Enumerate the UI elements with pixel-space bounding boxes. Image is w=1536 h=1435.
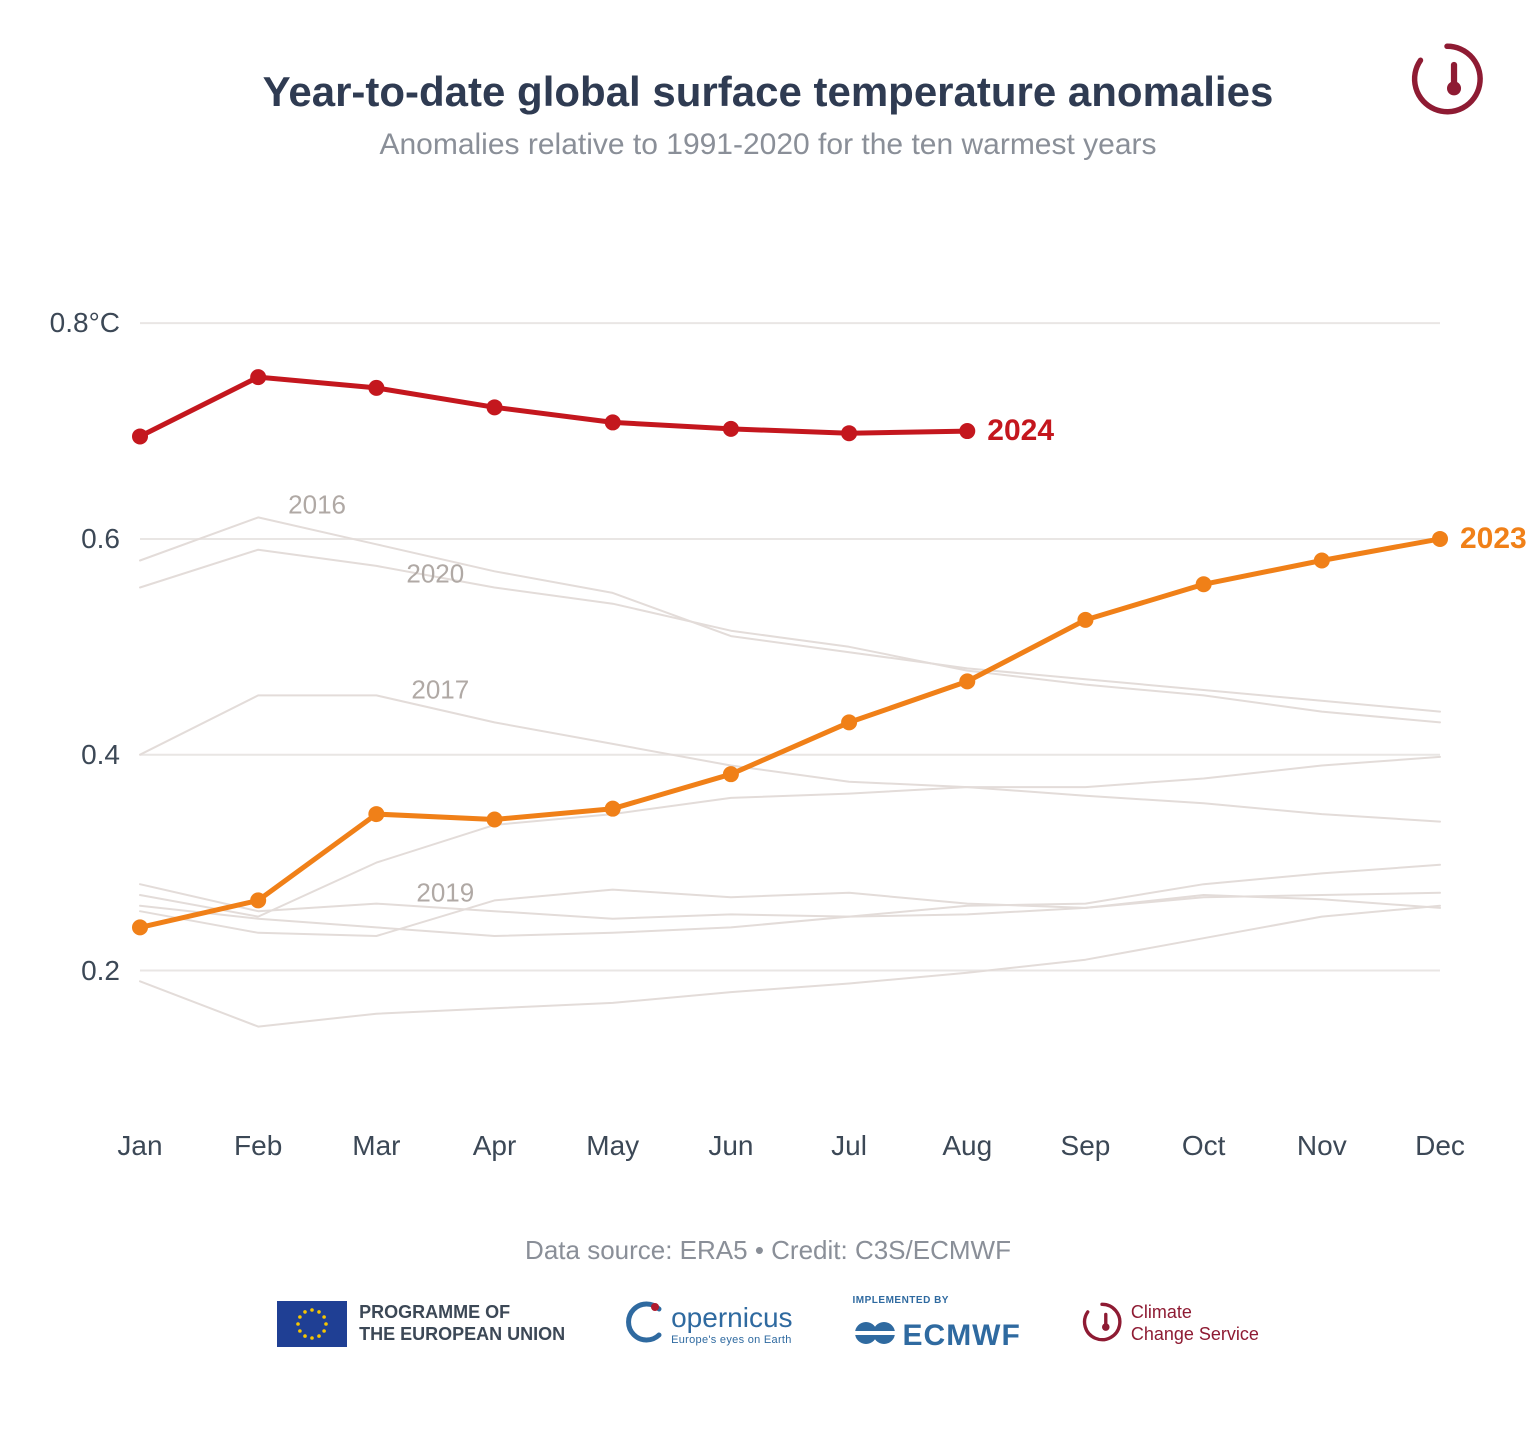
series-label-2024: 2024 (987, 414, 1054, 448)
eu-line1: PROGRAMME OF (359, 1302, 565, 1324)
c3s-footer-logo: Climate Change Service (1081, 1301, 1259, 1348)
x-tick-label: Jun (708, 1130, 753, 1162)
y-tick-label: 0.6 (81, 523, 120, 555)
y-tick-label: 0.2 (81, 955, 120, 987)
ecmwf-logo: IMPLEMENTED BY ECMWF (853, 1295, 1021, 1353)
plot-svg (140, 280, 1440, 1100)
bg-series-label-2020: 2020 (406, 558, 464, 589)
x-tick-label: Jul (831, 1130, 867, 1162)
copernicus-c-icon (625, 1299, 665, 1350)
eu-programme-block: PROGRAMME OF THE EUROPEAN UNION (277, 1301, 565, 1347)
x-tick-label: Aug (942, 1130, 992, 1162)
bg-series-label-2019: 2019 (416, 877, 474, 908)
bg-series-label-2017: 2017 (411, 675, 469, 706)
c3s-thermometer-icon (1081, 1301, 1123, 1348)
eu-programme-text: PROGRAMME OF THE EUROPEAN UNION (359, 1302, 565, 1345)
c3s-line2: Change Service (1131, 1324, 1259, 1346)
ecmwf-brand: ECMWF (903, 1319, 1021, 1353)
x-tick-label: Feb (234, 1130, 282, 1162)
c3s-line1: Climate (1131, 1302, 1259, 1324)
eu-line2: THE EUROPEAN UNION (359, 1324, 565, 1346)
x-tick-label: Apr (473, 1130, 517, 1162)
ecmwf-globe-icon (853, 1318, 897, 1353)
x-tick-label: Dec (1415, 1130, 1465, 1162)
data-credit: Data source: ERA5 • Credit: C3S/ECMWF (0, 1235, 1536, 1266)
y-tick-label: 0.8°C (50, 307, 120, 339)
x-tick-label: Oct (1182, 1130, 1226, 1162)
chart-subtitle: Anomalies relative to 1991-2020 for the … (0, 128, 1536, 162)
chart-canvas: Year-to-date global surface temperature … (0, 0, 1536, 1435)
x-tick-label: Mar (352, 1130, 400, 1162)
x-tick-label: Nov (1297, 1130, 1347, 1162)
chart-title: Year-to-date global surface temperature … (0, 68, 1536, 116)
y-tick-label: 0.4 (81, 739, 120, 771)
x-tick-label: May (586, 1130, 639, 1162)
bg-series-label-2016: 2016 (288, 490, 346, 521)
copernicus-logo: opernicus Europe's eyes on Earth (625, 1299, 792, 1350)
copernicus-tagline: Europe's eyes on Earth (671, 1334, 792, 1346)
ecmwf-implemented-by: IMPLEMENTED BY (853, 1295, 949, 1306)
footer-logos: PROGRAMME OF THE EUROPEAN UNION opernicu… (0, 1295, 1536, 1353)
plot-area (140, 280, 1440, 1100)
copernicus-brand: opernicus (671, 1302, 792, 1334)
series-label-2023: 2023 (1460, 522, 1527, 556)
x-tick-label: Sep (1061, 1130, 1111, 1162)
x-tick-label: Jan (117, 1130, 162, 1162)
eu-flag-icon (277, 1301, 347, 1347)
